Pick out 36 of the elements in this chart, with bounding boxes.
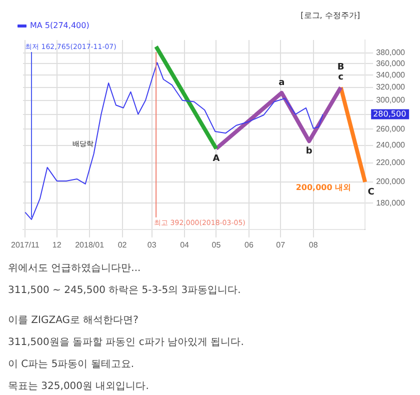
x-tick-label: 07 xyxy=(276,240,286,250)
annotation: a xyxy=(278,78,285,88)
annotation: b xyxy=(306,146,313,156)
annotation: C xyxy=(368,187,375,198)
annotation: B xyxy=(337,62,344,73)
x-tick-label: 2018/01 xyxy=(75,240,105,250)
y-tick-label: 200,000 xyxy=(376,177,406,186)
y-tick-label: 380,000 xyxy=(376,48,406,58)
x-tick-label: 02 xyxy=(118,240,128,250)
y-tick-label: 260,000 xyxy=(376,124,406,134)
annotation: A xyxy=(212,154,220,164)
text: 311,500원을 돌파할 파동인 c파가 남아있게 됩니다. xyxy=(8,336,245,349)
x-tick-label: 03 xyxy=(147,240,157,250)
y-tick-label: 220,000 xyxy=(376,158,406,167)
text: 위에서도 언급하였습니다만... xyxy=(8,262,142,275)
y-tick-label: 180,000 xyxy=(376,198,406,208)
text: 목표는 325,000원 내외입니다. xyxy=(8,380,150,393)
annotation: 200,000 내외 xyxy=(296,182,352,192)
x-tick-label: 08 xyxy=(308,240,318,250)
y-tick-label: 240,000 xyxy=(376,140,406,150)
legend-label: MA 5(274,400) xyxy=(30,21,90,30)
text: 이를 ZIGZAG로 해석한다면? xyxy=(8,314,140,327)
y-tick-label: 300,000 xyxy=(376,96,406,105)
x-tick-label: 06 xyxy=(244,240,254,250)
x-tick-label: 04 xyxy=(180,240,190,250)
y-tick-label: 360,000 xyxy=(376,58,406,68)
text: [로그, 수정주가] xyxy=(300,10,360,21)
text: 이 C파는 5파동이 될테고요. xyxy=(8,358,136,371)
text: 311,500 ~ 245,500 하락은 5-3-5의 3파동입니다. xyxy=(8,284,242,297)
x-tick-label: 2017/11 xyxy=(11,240,40,250)
y-tick-label: 320,000 xyxy=(376,82,406,92)
annotation: c xyxy=(338,72,344,83)
y-tick-label: 340,000 xyxy=(376,70,406,80)
x-tick-label: 12 xyxy=(52,240,62,250)
x-tick-label: 05 xyxy=(212,240,222,250)
text: 280,500 xyxy=(373,109,406,118)
